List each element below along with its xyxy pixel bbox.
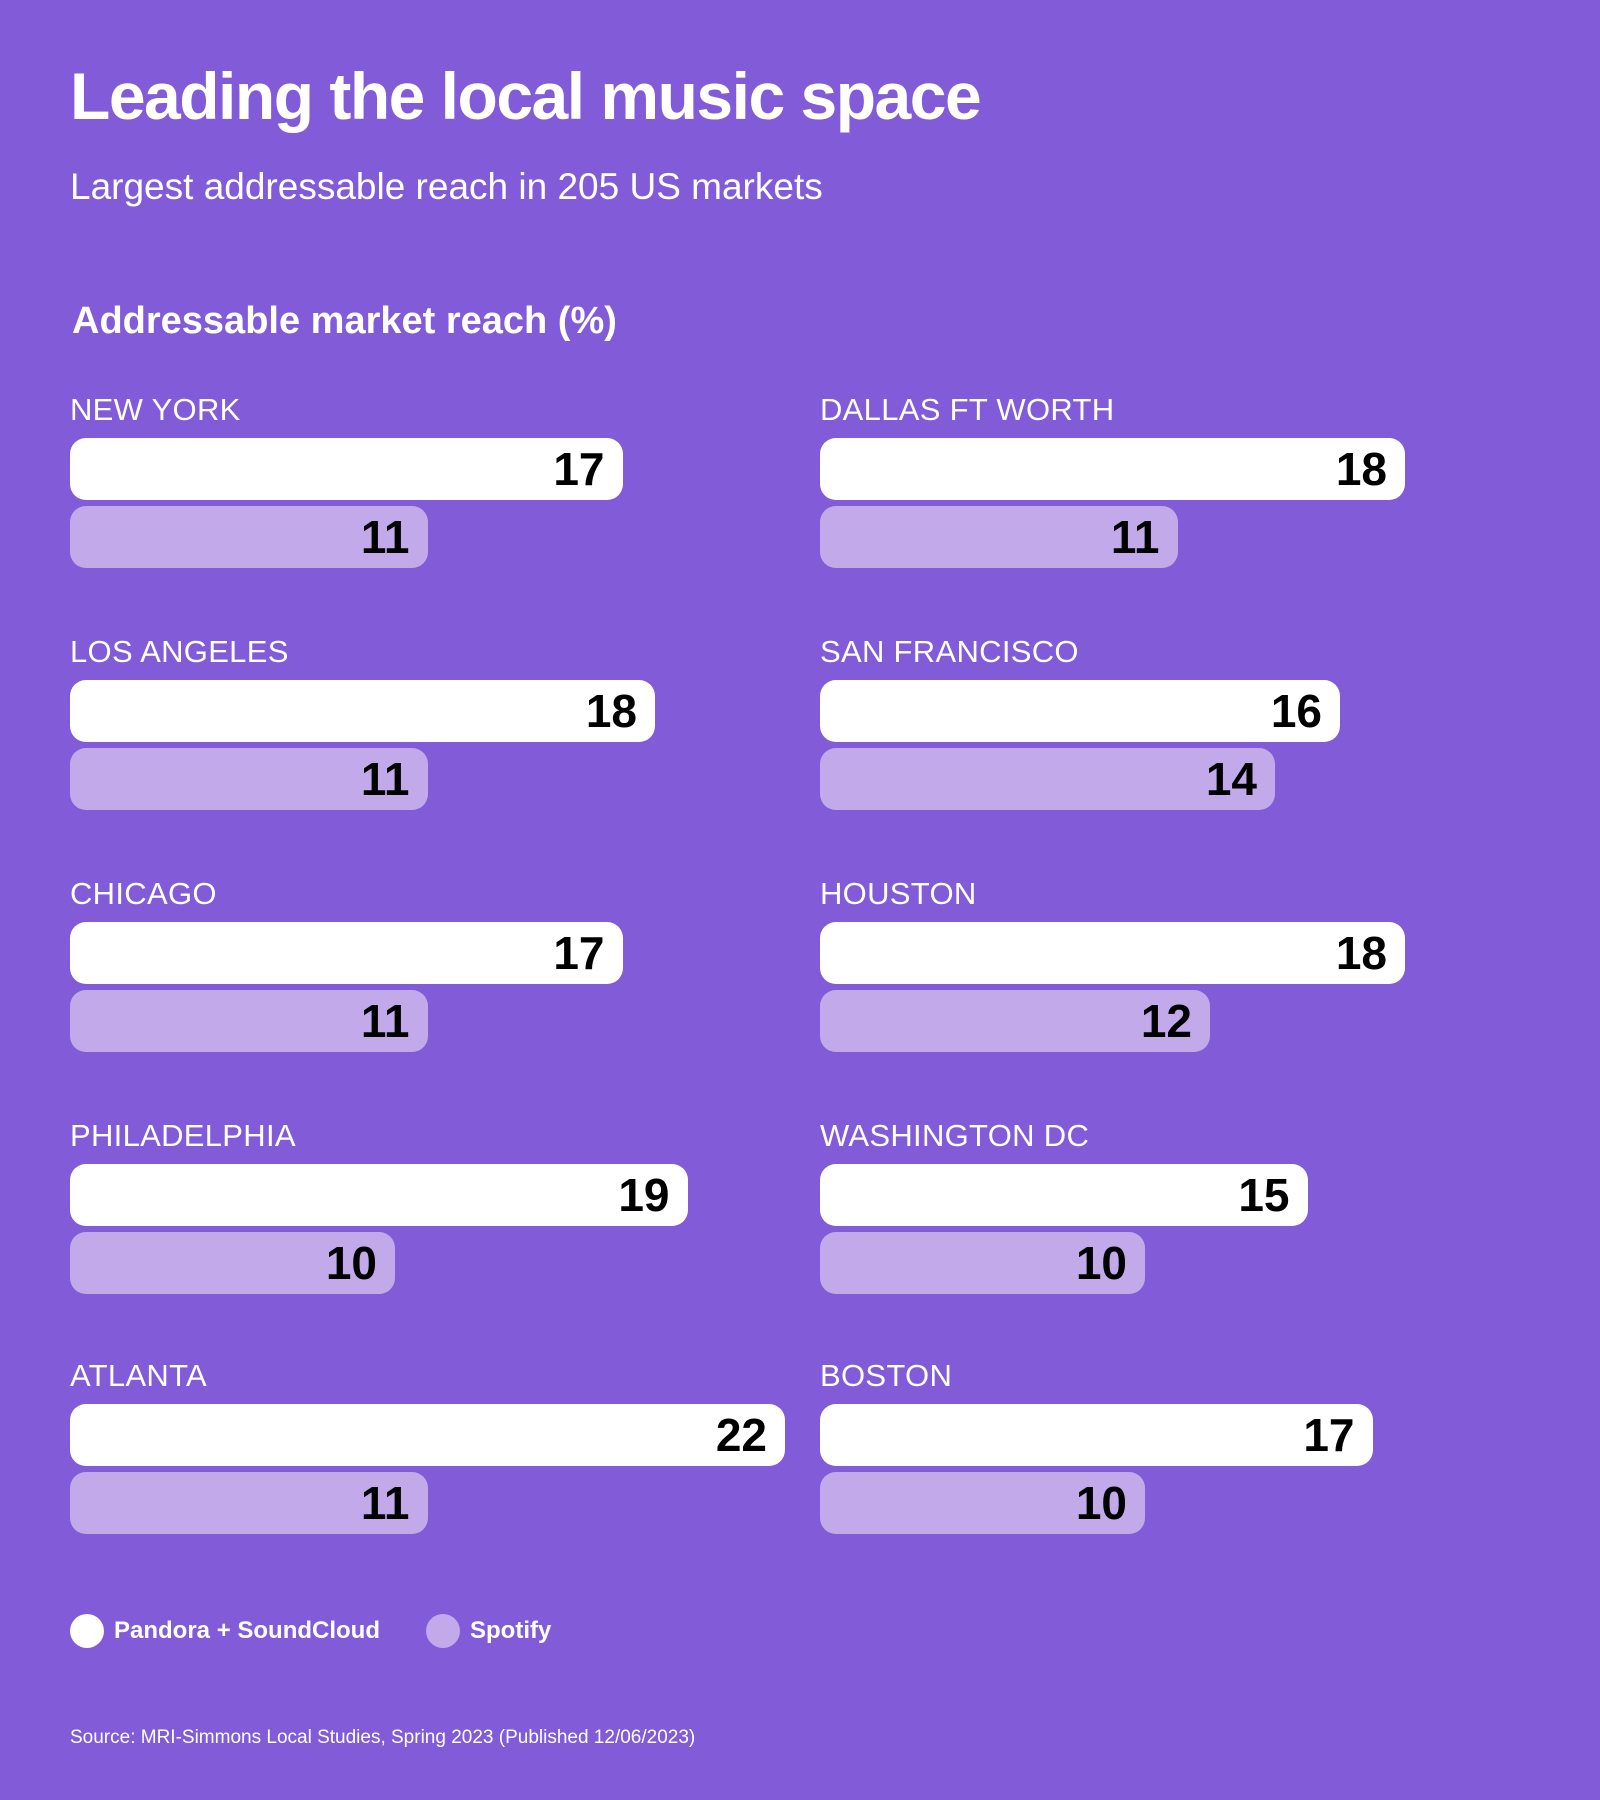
bar-spotify: 11	[70, 1472, 428, 1534]
bar-spotify: 11	[70, 506, 428, 568]
market-label: ATLANTA	[70, 1358, 208, 1393]
bar-value-label: 18	[585, 685, 637, 737]
bar-value-label: 18	[1335, 927, 1387, 979]
bar-spotify: 10	[70, 1232, 395, 1294]
bar-pandora-soundcloud: 17	[820, 1404, 1373, 1466]
legend-swatch-spotify	[426, 1614, 461, 1648]
bar-pandora-soundcloud: 18	[820, 922, 1405, 984]
market-label: WASHINGTON DC	[820, 1118, 1090, 1153]
bar-value-label: 17	[553, 927, 605, 979]
bar-value-label: 11	[360, 511, 410, 563]
chart-title: Addressable market reach (%)	[72, 300, 617, 342]
bar-value-label: 15	[1238, 1169, 1290, 1221]
chart-legend: Pandora + SoundCloud Spotify	[70, 1614, 597, 1648]
legend-label-pandora-soundcloud: Pandora + SoundCloud	[114, 1617, 381, 1644]
bar-value-label: 10	[1075, 1237, 1127, 1289]
bar-value-label: 17	[553, 443, 605, 495]
market-label: DALLAS FT WORTH	[820, 392, 1115, 427]
bar-spotify: 14	[820, 748, 1275, 810]
bar-pandora-soundcloud: 17	[70, 438, 623, 500]
bar-pandora-soundcloud: 19	[70, 1164, 688, 1226]
bar-value-label: 18	[1335, 443, 1387, 495]
bar-value-label: 10	[325, 1237, 377, 1289]
bar-spotify: 10	[820, 1472, 1145, 1534]
source-note: Source: MRI-Simmons Local Studies, Sprin…	[70, 1727, 696, 1748]
page-title: Leading the local music space	[70, 59, 982, 133]
bar-value-label: 14	[1205, 753, 1257, 805]
bar-spotify: 11	[820, 506, 1178, 568]
bar-pandora-soundcloud: 17	[70, 922, 623, 984]
bar-pandora-soundcloud: 16	[820, 680, 1340, 742]
market-label: SAN FRANCISCO	[820, 634, 1079, 669]
bar-value-label: 22	[715, 1409, 767, 1461]
market-label: BOSTON	[820, 1358, 953, 1393]
bar-pandora-soundcloud: 22	[70, 1404, 785, 1466]
legend-label-spotify: Spotify	[470, 1617, 552, 1644]
bar-value-label: 11	[360, 1477, 410, 1529]
legend-item-pandora-soundcloud: Pandora + SoundCloud	[70, 1614, 380, 1648]
bar-value-label: 12	[1140, 995, 1192, 1047]
bar-pandora-soundcloud: 18	[820, 438, 1405, 500]
market-label: HOUSTON	[820, 876, 977, 911]
bar-value-label: 19	[618, 1169, 670, 1221]
bar-value-label: 17	[1303, 1409, 1355, 1461]
bar-value-label: 11	[360, 995, 410, 1047]
bar-value-label: 16	[1270, 685, 1322, 737]
bar-value-label: 10	[1075, 1477, 1127, 1529]
bar-spotify: 12	[820, 990, 1210, 1052]
bar-spotify: 11	[70, 990, 428, 1052]
legend-item-spotify: Spotify	[426, 1614, 551, 1648]
bar-value-label: 11	[1110, 511, 1160, 563]
market-label: CHICAGO	[70, 876, 217, 911]
market-label: NEW YORK	[70, 392, 241, 427]
market-label: PHILADELPHIA	[70, 1118, 296, 1153]
bar-pandora-soundcloud: 18	[70, 680, 655, 742]
bar-pandora-soundcloud: 15	[820, 1164, 1308, 1226]
legend-swatch-pandora-soundcloud	[70, 1614, 104, 1648]
bar-value-label: 11	[360, 753, 410, 805]
page-subtitle: Largest addressable reach in 205 US mark…	[70, 166, 823, 207]
bar-spotify: 10	[820, 1232, 1145, 1294]
market-label: LOS ANGELES	[70, 634, 289, 669]
bar-spotify: 11	[70, 748, 428, 810]
